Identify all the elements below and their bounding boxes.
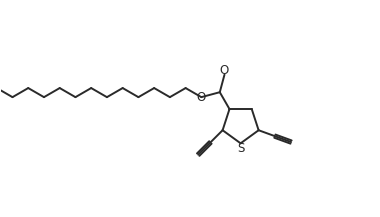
Text: O: O	[220, 64, 229, 77]
Text: O: O	[197, 91, 206, 104]
Text: S: S	[237, 142, 244, 155]
